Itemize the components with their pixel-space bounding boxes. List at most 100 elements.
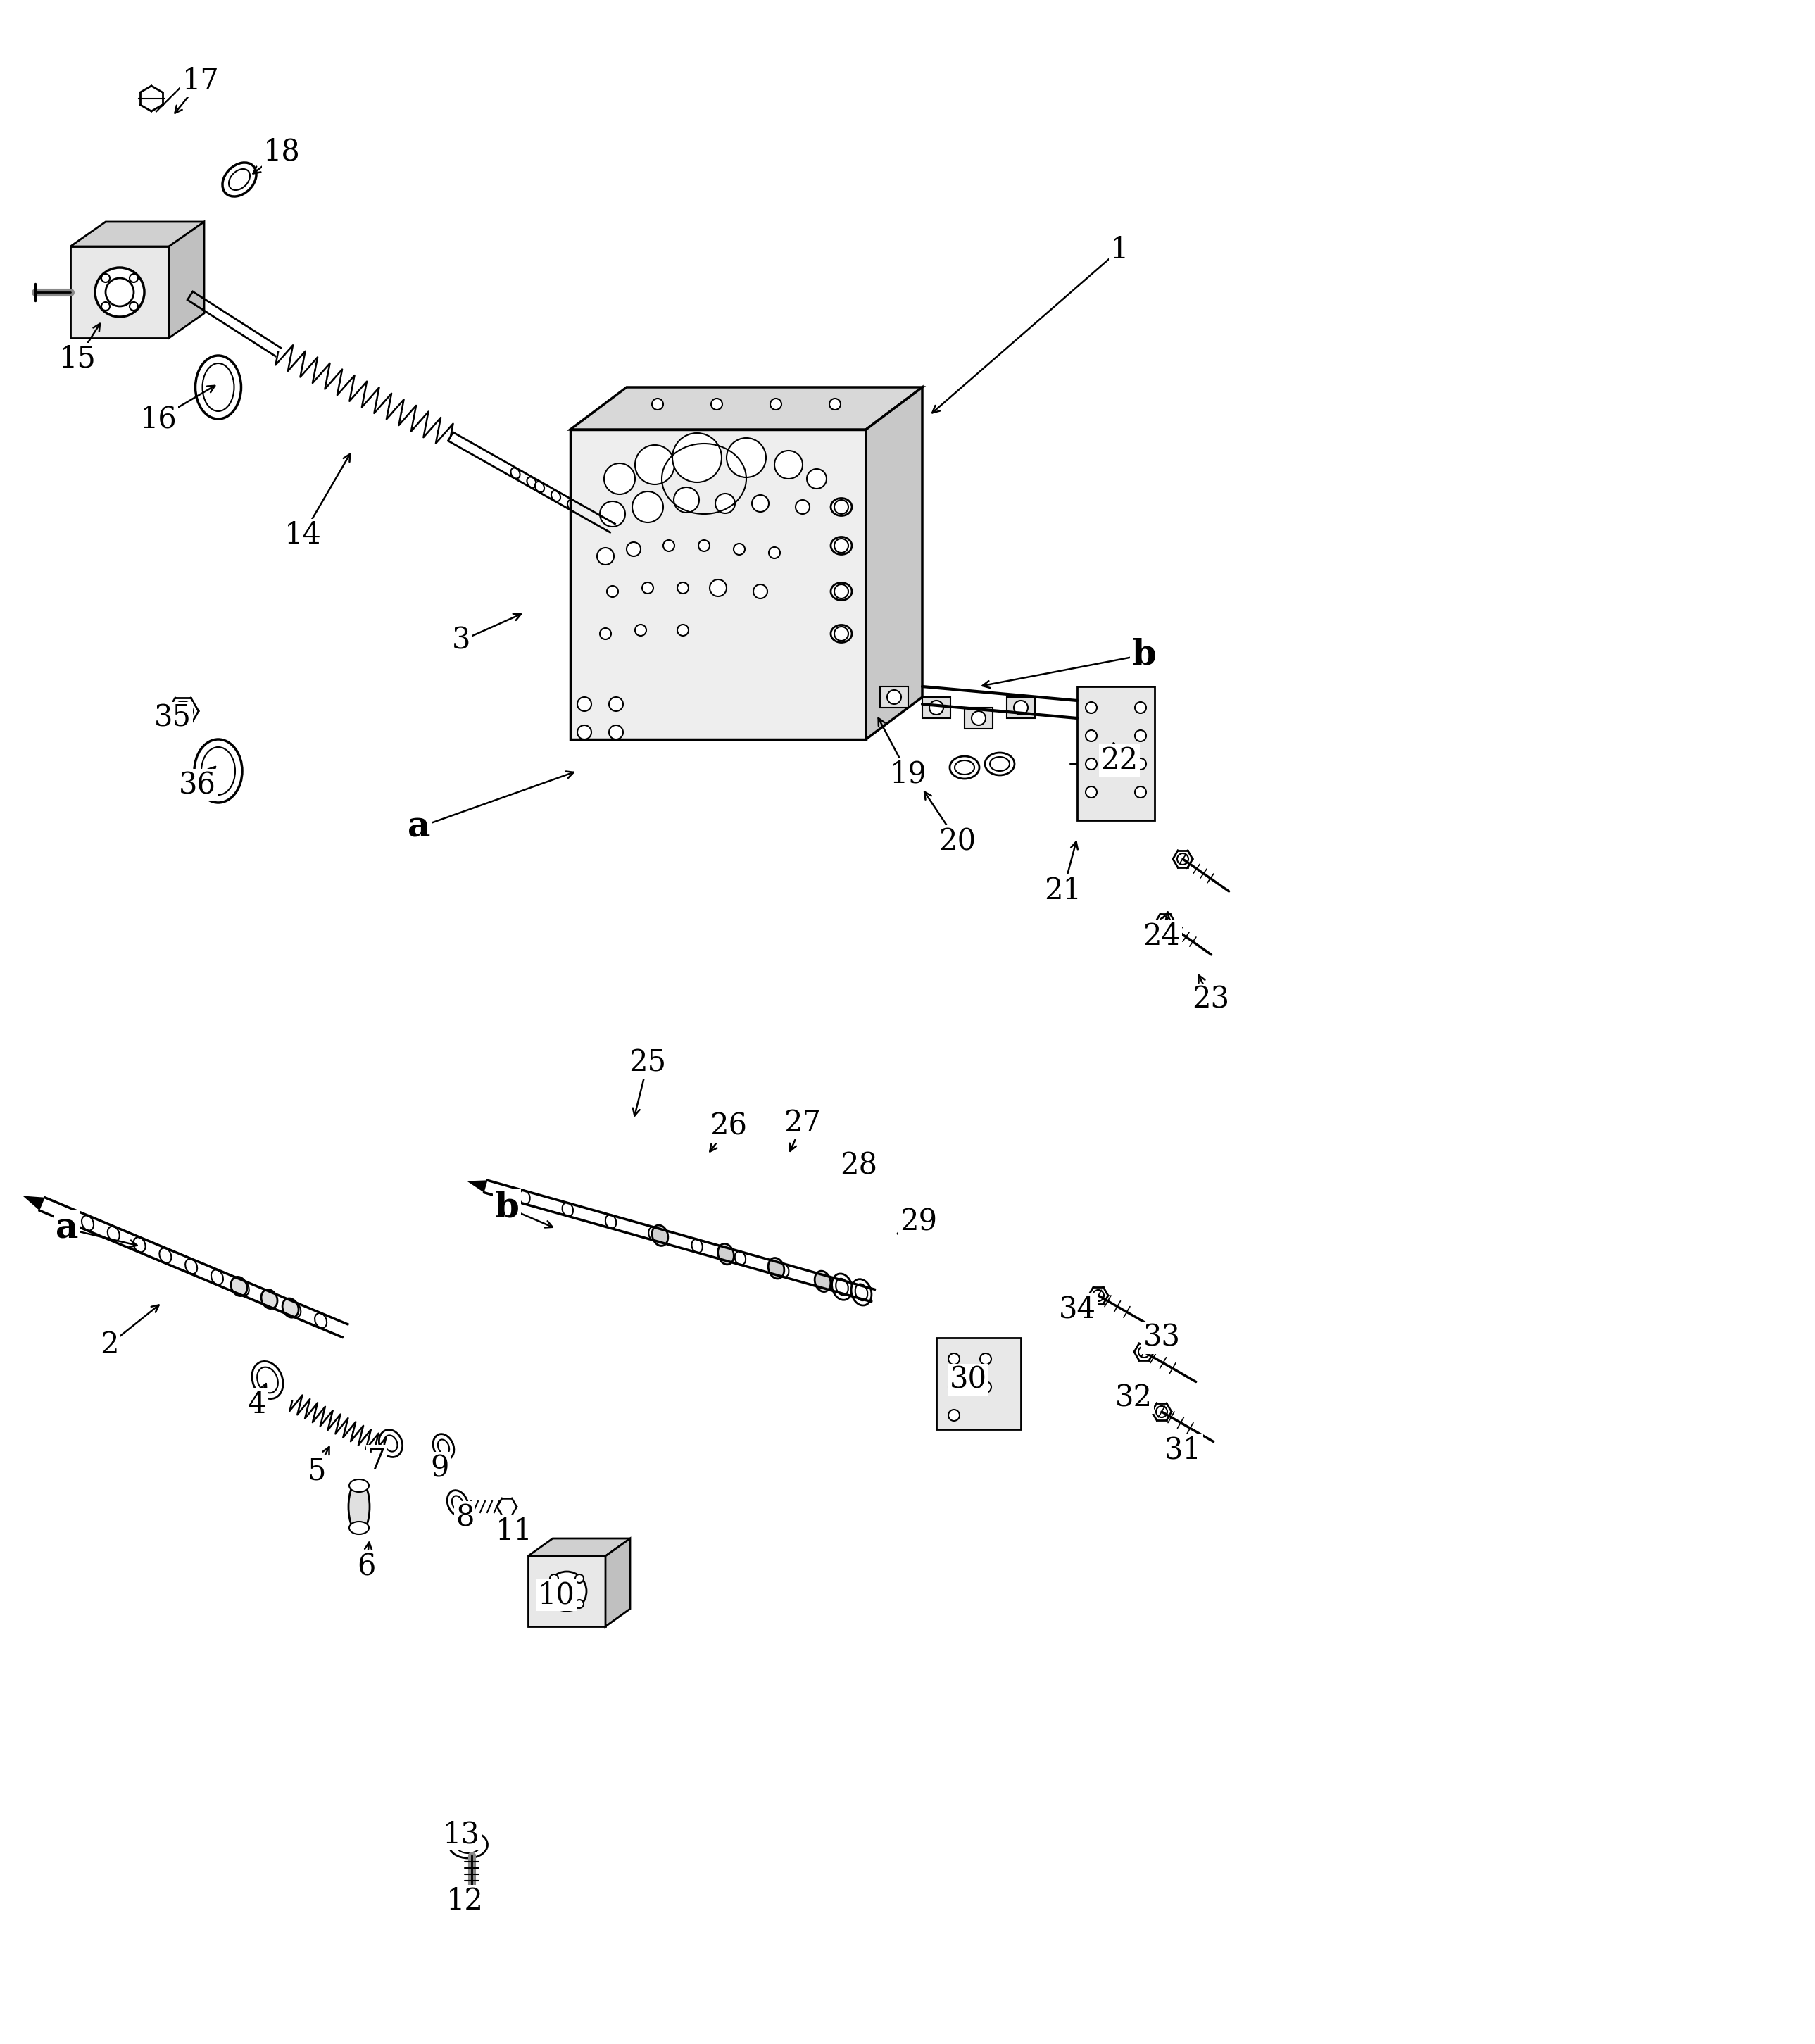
Circle shape	[980, 1382, 991, 1392]
Circle shape	[1134, 758, 1145, 771]
Ellipse shape	[348, 1480, 368, 1492]
Circle shape	[652, 399, 662, 409]
Ellipse shape	[815, 1271, 831, 1292]
Ellipse shape	[606, 521, 619, 536]
Text: 3: 3	[452, 625, 470, 656]
Circle shape	[726, 437, 766, 478]
Text: 32: 32	[1114, 1384, 1153, 1412]
Circle shape	[835, 585, 848, 599]
Text: 14: 14	[285, 521, 321, 550]
Polygon shape	[71, 247, 169, 337]
Circle shape	[715, 493, 735, 513]
Ellipse shape	[779, 1263, 790, 1278]
Circle shape	[699, 540, 710, 552]
Bar	[964, 707, 993, 730]
Text: 29: 29	[900, 1206, 937, 1237]
Text: 17: 17	[182, 65, 220, 96]
Ellipse shape	[692, 1239, 702, 1253]
Ellipse shape	[82, 1216, 94, 1230]
Circle shape	[672, 433, 722, 482]
Ellipse shape	[768, 1257, 784, 1280]
Text: 20: 20	[938, 826, 976, 856]
Text: a: a	[56, 1212, 78, 1247]
Ellipse shape	[194, 740, 241, 803]
Ellipse shape	[283, 1298, 299, 1318]
Circle shape	[947, 1410, 960, 1421]
Ellipse shape	[314, 1312, 327, 1329]
Circle shape	[632, 491, 662, 523]
Ellipse shape	[107, 1226, 120, 1241]
Circle shape	[673, 486, 699, 513]
Circle shape	[1085, 758, 1096, 771]
Bar	[922, 697, 951, 717]
Circle shape	[947, 1353, 960, 1365]
Ellipse shape	[735, 1251, 746, 1265]
Polygon shape	[570, 429, 866, 740]
Circle shape	[1015, 701, 1027, 715]
Circle shape	[606, 587, 619, 597]
Circle shape	[610, 726, 623, 740]
Ellipse shape	[535, 482, 544, 493]
Ellipse shape	[831, 499, 851, 515]
Text: 9: 9	[430, 1453, 450, 1482]
Polygon shape	[937, 1337, 1020, 1429]
Ellipse shape	[851, 1280, 871, 1306]
Circle shape	[610, 697, 623, 711]
Ellipse shape	[434, 1435, 454, 1459]
Text: 13: 13	[443, 1819, 479, 1850]
Circle shape	[1134, 701, 1145, 713]
Ellipse shape	[223, 164, 256, 196]
Polygon shape	[71, 223, 203, 247]
Ellipse shape	[831, 625, 851, 642]
Text: 19: 19	[889, 760, 927, 789]
Ellipse shape	[579, 507, 588, 517]
Text: 16: 16	[140, 405, 178, 433]
Ellipse shape	[160, 1249, 171, 1263]
Ellipse shape	[719, 1243, 733, 1265]
Ellipse shape	[552, 491, 561, 501]
Circle shape	[599, 501, 624, 527]
Ellipse shape	[563, 1202, 574, 1216]
Text: 8: 8	[456, 1502, 474, 1533]
Circle shape	[1085, 730, 1096, 742]
Circle shape	[546, 1572, 586, 1611]
Circle shape	[102, 274, 111, 282]
Circle shape	[550, 1574, 559, 1582]
Ellipse shape	[229, 170, 250, 190]
Ellipse shape	[258, 1367, 278, 1392]
Ellipse shape	[606, 1214, 617, 1228]
Ellipse shape	[452, 1496, 463, 1511]
Circle shape	[635, 625, 646, 636]
Ellipse shape	[379, 1429, 403, 1457]
Ellipse shape	[196, 356, 241, 419]
Circle shape	[677, 625, 688, 636]
Circle shape	[770, 548, 780, 558]
Circle shape	[557, 1582, 577, 1600]
Text: 35: 35	[154, 703, 191, 734]
Ellipse shape	[456, 1836, 481, 1854]
Text: 12: 12	[446, 1887, 483, 1915]
Text: 30: 30	[949, 1365, 987, 1394]
Ellipse shape	[448, 1831, 488, 1858]
Text: 34: 34	[1058, 1294, 1096, 1325]
Polygon shape	[528, 1555, 606, 1627]
Circle shape	[775, 450, 802, 478]
Polygon shape	[528, 1539, 630, 1555]
Circle shape	[129, 274, 138, 282]
Text: b: b	[495, 1190, 519, 1224]
Circle shape	[980, 1353, 991, 1365]
Circle shape	[1085, 787, 1096, 797]
Polygon shape	[169, 223, 203, 337]
Ellipse shape	[289, 1302, 301, 1316]
Circle shape	[577, 697, 592, 711]
Polygon shape	[570, 386, 922, 429]
Circle shape	[102, 303, 111, 311]
Circle shape	[635, 446, 675, 484]
Ellipse shape	[831, 538, 851, 554]
Polygon shape	[1076, 687, 1154, 820]
Ellipse shape	[437, 1439, 450, 1455]
Text: 21: 21	[1044, 877, 1082, 905]
Text: 23: 23	[1192, 985, 1229, 1014]
Ellipse shape	[231, 1278, 247, 1296]
Text: 36: 36	[178, 771, 216, 799]
